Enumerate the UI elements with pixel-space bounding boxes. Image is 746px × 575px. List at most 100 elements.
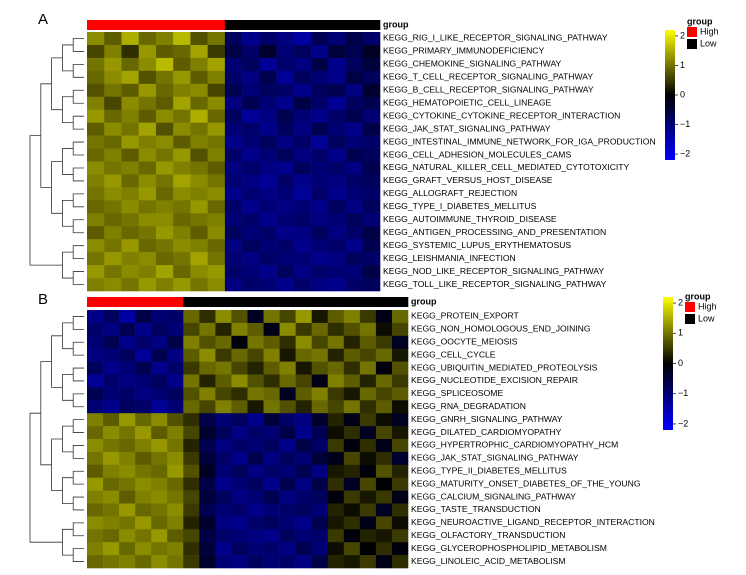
heat-cell: [259, 109, 277, 123]
heat-cell: [247, 439, 264, 453]
row-label: KEGG_DILATED_CARDIOMYOPATHY: [411, 427, 562, 437]
dendrogram: [51, 161, 63, 214]
heat-cell: [199, 477, 216, 491]
heat-cell: [167, 542, 184, 556]
heat-cell: [311, 464, 329, 478]
heat-cell: [375, 335, 393, 349]
heat-cell: [173, 265, 191, 279]
legend-label: High: [700, 26, 719, 36]
heat-cell: [279, 439, 296, 453]
heat-cell: [104, 161, 122, 175]
heat-cell: [242, 252, 260, 266]
heat-cell: [151, 477, 168, 491]
heat-cell: [293, 174, 312, 188]
heat-cell: [359, 400, 377, 414]
heat-cell: [345, 278, 364, 292]
heat-cell: [343, 400, 361, 414]
heat-cell: [119, 464, 136, 478]
heat-cell: [190, 187, 208, 201]
heat-cell: [327, 542, 345, 556]
heat-cell: [328, 161, 346, 175]
heat-cell: [293, 83, 312, 98]
heat-cell: [173, 57, 191, 72]
heat-cell: [190, 174, 208, 188]
heat-cell: [167, 361, 184, 375]
row-label: KEGG_CYTOKINE_CYTOKINE_RECEPTOR_INTERACT…: [383, 110, 620, 120]
dendrogram: [72, 367, 84, 382]
heat-cell: [311, 335, 329, 349]
heat-cell: [104, 109, 122, 123]
heat-cell: [311, 57, 329, 72]
heat-cell: [121, 278, 140, 292]
heat-cell: [231, 322, 248, 337]
dendrogram: [72, 470, 84, 485]
heat-cell: [155, 187, 174, 201]
heat-cell: [215, 361, 232, 375]
heat-cell: [311, 265, 329, 279]
heat-cell: [327, 361, 345, 375]
heat-cell: [359, 516, 377, 530]
heat-cell: [263, 310, 280, 324]
heat-cell: [242, 200, 260, 214]
heat-cell: [190, 239, 208, 253]
heat-cell: [135, 361, 152, 375]
dendrogram: [72, 548, 84, 562]
heat-cell: [279, 322, 296, 337]
heat-cell: [279, 477, 296, 491]
panel-label: B: [38, 291, 48, 308]
heat-cell: [311, 109, 329, 123]
heat-cell: [359, 542, 377, 556]
heat-cell: [104, 265, 122, 279]
heat-cell: [231, 374, 248, 388]
heat-cell: [311, 477, 329, 491]
heat-cell: [173, 109, 191, 123]
heat-cell: [359, 348, 377, 362]
heat-cell: [311, 96, 329, 110]
row-label: KEGG_ALLOGRAFT_REJECTION: [383, 188, 517, 198]
heat-cell: [362, 57, 381, 72]
heat-cell: [242, 226, 260, 240]
heat-cell: [215, 542, 232, 556]
heat-cell: [103, 322, 120, 337]
heat-cell: [121, 148, 140, 162]
panel-label: A: [38, 11, 48, 28]
dendrogram: [72, 115, 84, 130]
group-cell: [121, 20, 140, 30]
heat-cell: [104, 239, 122, 253]
heat-cell: [87, 239, 105, 253]
heat-cell: [119, 348, 136, 362]
heat-cell: [138, 135, 157, 149]
heat-cell: [119, 322, 136, 337]
heat-cell: [173, 148, 191, 162]
heat-cell: [87, 439, 104, 453]
heat-cell: [103, 542, 120, 556]
heat-cell: [135, 490, 152, 504]
heat-cell: [343, 322, 361, 337]
heat-cell: [87, 477, 104, 491]
group-cell: [87, 297, 104, 307]
heat-cell: [279, 310, 296, 324]
heat-cell: [259, 96, 277, 110]
heat-cell: [104, 96, 122, 110]
heat-cell: [279, 387, 296, 401]
heat-cell: [155, 122, 174, 136]
heat-cell: [207, 83, 226, 98]
heat-cell: [207, 278, 226, 292]
heat-cell: [87, 516, 104, 530]
heat-cell: [391, 464, 409, 478]
dendrogram: [29, 412, 63, 543]
heat-cell: [359, 555, 377, 569]
heat-cell: [138, 265, 157, 279]
heat-cell: [207, 239, 226, 253]
group-cell: [190, 20, 208, 30]
heat-cell: [311, 148, 329, 162]
heat-cell: [276, 44, 295, 59]
heat-cell: [183, 477, 200, 491]
heat-cell: [311, 310, 329, 324]
heat-cell: [263, 477, 280, 491]
heat-cell: [263, 542, 280, 556]
heat-cell: [119, 400, 136, 414]
heat-cell: [104, 200, 122, 214]
heat-cell: [327, 348, 345, 362]
heat-cell: [247, 310, 264, 324]
